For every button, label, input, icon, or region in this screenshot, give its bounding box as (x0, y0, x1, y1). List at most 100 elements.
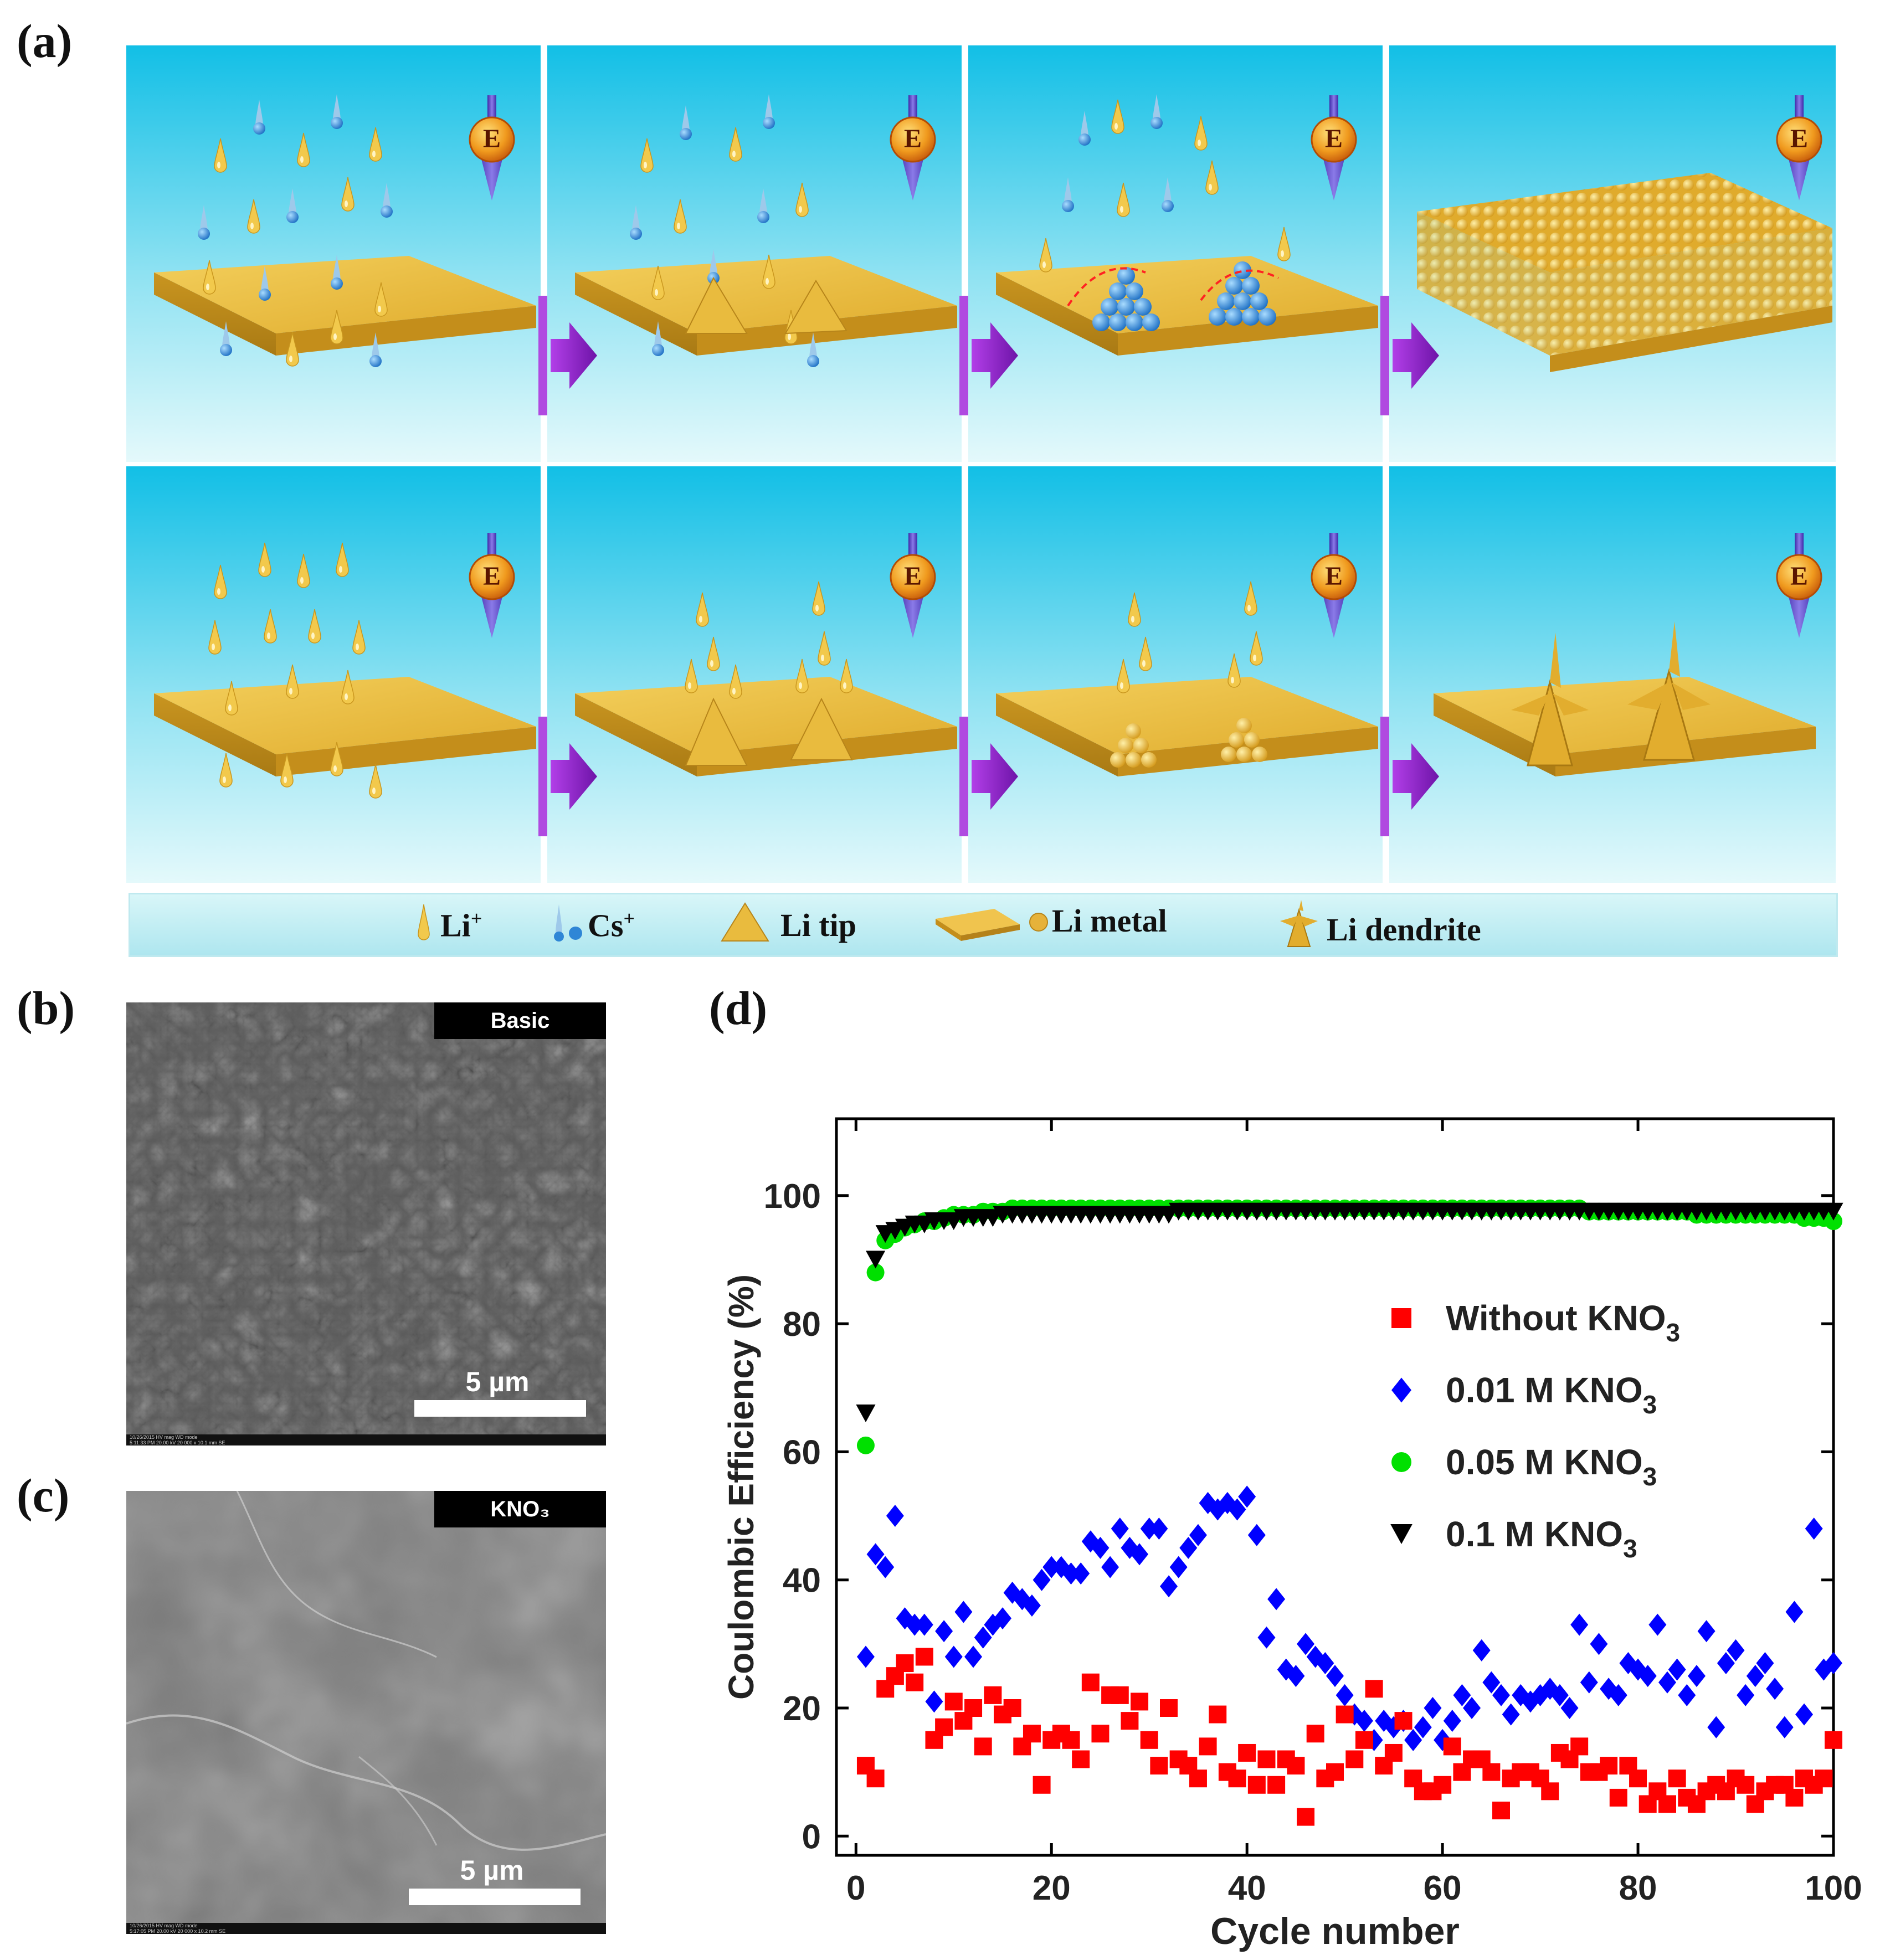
data-point-diamond (1648, 1613, 1667, 1636)
data-point-square (1160, 1699, 1178, 1717)
data-point-square (1267, 1776, 1286, 1794)
data-point-diamond (935, 1620, 953, 1643)
field-symbol-top-4: E (1776, 94, 1822, 202)
data-point-square (1306, 1725, 1324, 1743)
data-point-triangle-down (856, 1405, 876, 1422)
data-point-diamond (1111, 1517, 1129, 1540)
data-point-diamond (1678, 1684, 1696, 1706)
scale-bar-kno3 (409, 1889, 581, 1905)
data-point-diamond (1795, 1703, 1814, 1726)
data-point-diamond (1336, 1684, 1354, 1706)
legend-label-subscript: 3 (1666, 1318, 1681, 1347)
li-tip-icon (721, 902, 769, 942)
legend-label: 0.01 M KNO3 (1446, 1370, 1657, 1419)
data-point-diamond (1756, 1652, 1774, 1675)
data-point-square (1131, 1693, 1149, 1711)
data-point-square (1189, 1769, 1207, 1788)
field-symbol-bottom-3: E (1311, 532, 1357, 639)
data-point-square (866, 1769, 885, 1788)
data-point-square (1326, 1763, 1344, 1781)
svg-text:E: E (483, 124, 501, 153)
data-point-square (1111, 1686, 1129, 1704)
data-point-diamond (1550, 1684, 1569, 1706)
data-point-diamond (1717, 1652, 1735, 1675)
legend-li-tip: Li tip (780, 907, 856, 943)
y-tick-label: 20 (783, 1690, 821, 1728)
data-point-diamond (1169, 1556, 1188, 1578)
svg-text:E: E (904, 562, 922, 591)
schematic-legend: Li+ Cs+ Li tip Li metal Li dendrite (129, 893, 1838, 957)
ions-top-3 (1039, 94, 1291, 331)
data-point-diamond (1326, 1665, 1344, 1688)
data-point-diamond (1737, 1684, 1755, 1706)
data-point-diamond (1062, 1562, 1080, 1585)
x-tick-label: 80 (1619, 1869, 1657, 1907)
data-point-diamond (1297, 1633, 1315, 1655)
data-point-square (1365, 1680, 1383, 1698)
data-point-diamond (1218, 1491, 1236, 1514)
data-point-diamond (1199, 1491, 1217, 1514)
data-point-diamond (1639, 1665, 1657, 1688)
data-point-square (1091, 1725, 1110, 1743)
data-point-square (1600, 1757, 1618, 1775)
data-point-square (1297, 1808, 1315, 1826)
data-point-diamond (866, 1543, 885, 1566)
data-point-square (1609, 1788, 1627, 1807)
x-tick-label: 40 (1228, 1869, 1266, 1907)
svg-text:E: E (1790, 124, 1808, 153)
data-point-square (1825, 1731, 1842, 1749)
data-point-square (1081, 1673, 1100, 1691)
data-point-square (1336, 1705, 1354, 1724)
data-point-diamond (1228, 1498, 1246, 1521)
data-point-diamond (1609, 1684, 1627, 1706)
data-point-diamond (944, 1645, 963, 1668)
data-point-circle (1825, 1212, 1842, 1231)
data-point-square (1492, 1802, 1510, 1820)
data-point-square (1023, 1725, 1041, 1743)
deposition-schematic: E E E E E E E E (126, 45, 1836, 883)
data-point-square (1668, 1769, 1686, 1788)
data-point-diamond (1003, 1581, 1021, 1604)
legend-label: Without KNO3 (1446, 1298, 1680, 1347)
data-point-diamond (1766, 1678, 1784, 1700)
data-point-diamond (1707, 1716, 1725, 1738)
ions-bottom-3 (1110, 581, 1267, 768)
plot-frame (835, 1117, 1835, 1857)
x-tick-label: 0 (846, 1869, 865, 1907)
data-point-square (1140, 1731, 1158, 1749)
data-point-diamond (1042, 1556, 1061, 1578)
sem-scale-basic: 5 µm (466, 1366, 530, 1397)
data-point-diamond (1658, 1671, 1676, 1694)
y-tick-label: 80 (783, 1305, 821, 1344)
sem-scale-kno3: 5 µm (460, 1855, 524, 1886)
data-point-diamond (1033, 1568, 1051, 1591)
legend-marker-circle (1391, 1452, 1411, 1472)
panel-label-a: (a) (17, 14, 73, 68)
field-symbol-bottom-1: E (469, 532, 515, 639)
y-tick-label: 0 (802, 1818, 821, 1856)
sem-image-basic: Basic 5 µm 10/26/2015 HV mag WD mode 5:1… (126, 1002, 606, 1445)
data-point-diamond (1668, 1658, 1686, 1681)
data-point-diamond (1179, 1536, 1198, 1559)
field-symbol-bottom-4: E (1776, 532, 1822, 639)
sem-tag-kno3: KNO₃ (490, 1497, 549, 1521)
data-point-square (1355, 1731, 1373, 1749)
data-point-square (1257, 1750, 1276, 1768)
data-point-diamond (1825, 1652, 1842, 1675)
data-point-square (1247, 1776, 1266, 1794)
li-dendrites (1511, 621, 1711, 766)
field-symbol-bottom-2: E (890, 532, 936, 639)
data-point-square (1815, 1769, 1833, 1788)
legend-li-ion-sup: + (470, 907, 482, 929)
field-symbol-top-2: E (890, 94, 936, 202)
legend-cs-ion-sup: + (623, 907, 635, 929)
legend-label-subscript: 3 (1643, 1390, 1657, 1419)
data-point-diamond (1687, 1665, 1706, 1688)
y-axis-label: Coulombic Efficiency (%) (721, 1274, 761, 1700)
legend-label: 0.1 M KNO3 (1446, 1514, 1637, 1563)
li-ion-icon (418, 904, 430, 940)
data-point-diamond (964, 1645, 983, 1668)
data-point-square (1121, 1712, 1139, 1730)
data-point-diamond (1453, 1684, 1471, 1706)
data-point-square (896, 1654, 914, 1673)
